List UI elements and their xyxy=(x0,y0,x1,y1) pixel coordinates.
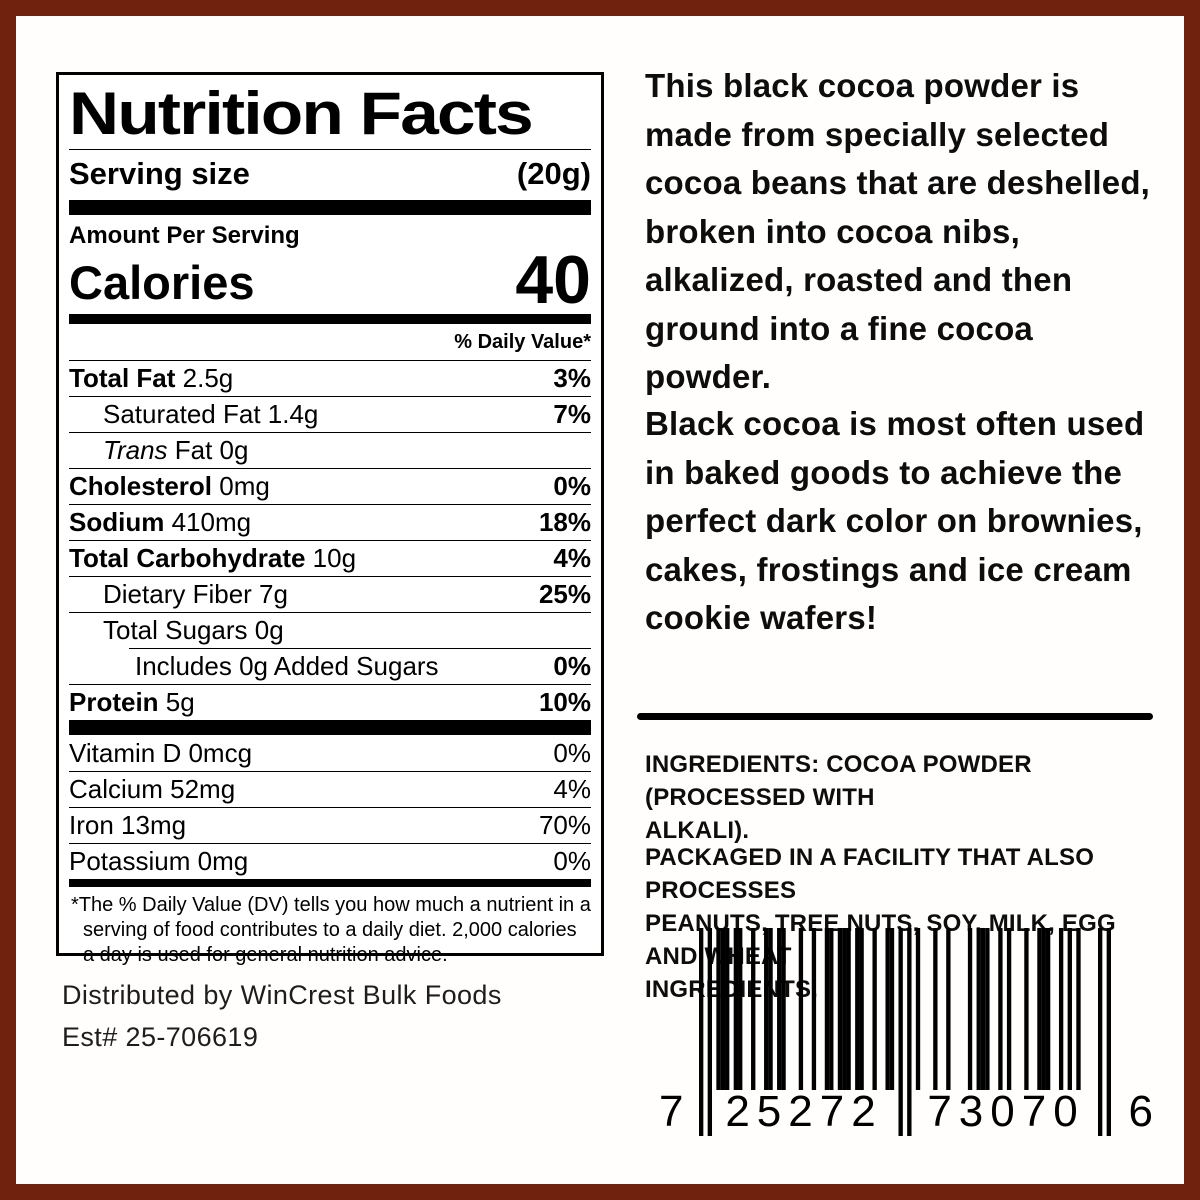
nutrition-facts-panel: Nutrition Facts Serving size (20g) Amoun… xyxy=(56,72,604,966)
calories-value: 40 xyxy=(515,242,591,318)
establishment-number: Est# 25-706619 xyxy=(62,1022,259,1052)
thick-divider-bar xyxy=(69,314,591,324)
ingredients-statement: INGREDIENTS: COCOA POWDER (PROCESSED WIT… xyxy=(645,751,1032,844)
nutrient-name: Total Fat 2.5g xyxy=(69,363,234,393)
nutrient-daily-value: 3% xyxy=(553,363,591,393)
nutrient-rows: Total Fat 2.5g 3% Saturated Fat 1.4g 7% Tran… xyxy=(69,360,591,720)
nutrient-row: Total Carbohydrate 10g 4% xyxy=(69,540,591,576)
nutrient-row: Sodium 410mg 18% xyxy=(69,504,591,540)
barcode-section: 7 25272 73070 6 xyxy=(655,928,1155,1146)
nutrient-row: Saturated Fat 1.4g 7% xyxy=(69,396,591,432)
nutrient-row: Total Fat 2.5g 3% xyxy=(69,360,591,396)
nutrient-name: Total Sugars 0g xyxy=(103,615,284,645)
distributor-line: Distributed by WinCrest Bulk Foods xyxy=(62,980,502,1010)
upc-barcode: 7 25272 73070 6 xyxy=(659,928,1153,1140)
nutrient-name: Sodium 410mg xyxy=(69,507,252,537)
nutrient-name: Calcium 52mg xyxy=(69,774,236,804)
nutrient-row: Includes 0g Added Sugars 0% xyxy=(69,648,591,684)
nutrient-daily-value: 70% xyxy=(538,810,591,840)
daily-value-header: % Daily Value* xyxy=(454,331,591,353)
thick-divider-bar xyxy=(69,200,591,215)
nutrient-daily-value: 18% xyxy=(538,507,591,537)
barcode-digit-first: 7 xyxy=(659,1087,684,1136)
calories-row: Calories 40 xyxy=(69,242,591,318)
nutrient-name: Dietary Fiber 7g xyxy=(103,579,288,609)
nutrient-row: Total Sugars 0g xyxy=(69,612,591,648)
nutrient-daily-value: 4% xyxy=(553,543,591,573)
nutrient-daily-value: 0% xyxy=(553,846,591,876)
nutrient-name: Cholesterol 0mg xyxy=(69,471,270,501)
nutrient-row: Potassium 0mg 0% xyxy=(69,843,591,879)
barcode-bars xyxy=(699,928,1111,1136)
nutrient-daily-value: 10% xyxy=(538,687,591,717)
nutrient-row: Calcium 52mg 4% xyxy=(69,771,591,807)
barcode-digits-right: 73070 xyxy=(927,1087,1085,1136)
nutrient-daily-value: 25% xyxy=(538,579,591,609)
nutrient-name: Saturated Fat 1.4g xyxy=(103,399,319,429)
serving-size-label: Serving size xyxy=(69,156,250,191)
nutrient-daily-value: 0% xyxy=(553,737,591,768)
amount-per-serving-label: Amount Per Serving xyxy=(69,222,300,249)
nutrient-name: Potassium 0mg xyxy=(69,846,249,876)
description-paragraph-1: This black cocoa powder is made from spe… xyxy=(645,67,1151,395)
nutrient-daily-value: 7% xyxy=(553,399,591,429)
nutrient-row: Iron 13mg 70% xyxy=(69,807,591,843)
nutrient-row: Protein 5g 10% xyxy=(69,684,591,720)
micronutrient-rows: Vitamin D 0mcg 0% Calcium 52mg 4% Iron 13mg 7… xyxy=(69,735,591,879)
nutrient-row: Dietary Fiber 7g 25% xyxy=(69,576,591,612)
serving-size-value: (20g) xyxy=(516,156,591,191)
nutrition-facts-title: Nutrition Facts xyxy=(69,80,534,147)
daily-value-footnote: *The % Daily Value (DV) tells you how mu… xyxy=(71,894,591,966)
calories-label: Calories xyxy=(69,256,255,309)
nutrient-name: Iron 13mg xyxy=(69,810,187,840)
distributor-info: Distributed by WinCrest Bulk Foods Est# … xyxy=(62,974,502,1058)
nutrient-daily-value: 0% xyxy=(553,471,591,501)
barcode-digits-left: 25272 xyxy=(725,1087,883,1136)
nutrient-name: Vitamin D 0mcg xyxy=(69,737,253,768)
barcode-digit-last: 6 xyxy=(1128,1087,1153,1136)
nutrient-name: Includes 0g Added Sugars xyxy=(135,650,439,681)
nutrient-name: Trans Fat 0g xyxy=(103,435,249,465)
nutrient-row: Cholesterol 0mg 0% xyxy=(69,468,591,504)
nutrient-name: Total Carbohydrate 10g xyxy=(69,543,357,573)
nutrient-daily-value: 4% xyxy=(553,774,591,804)
thick-divider-bar xyxy=(69,720,591,735)
nutrient-name: Protein 5g xyxy=(69,687,195,717)
nutrient-row: Vitamin D 0mcg 0% xyxy=(69,735,591,771)
nutrient-daily-value: 0% xyxy=(553,650,591,681)
thin-divider-bar xyxy=(69,879,591,887)
section-divider-line xyxy=(637,713,1153,720)
serving-size-row: Serving size (20g) xyxy=(69,149,591,200)
description-paragraph-2: Black cocoa is most often used in baked … xyxy=(645,405,1145,636)
nutrient-row: Trans Fat 0g xyxy=(69,432,591,468)
allergen-statement: PACKAGED IN A FACILITY THAT ALSO PROCESS… xyxy=(645,844,1116,1003)
